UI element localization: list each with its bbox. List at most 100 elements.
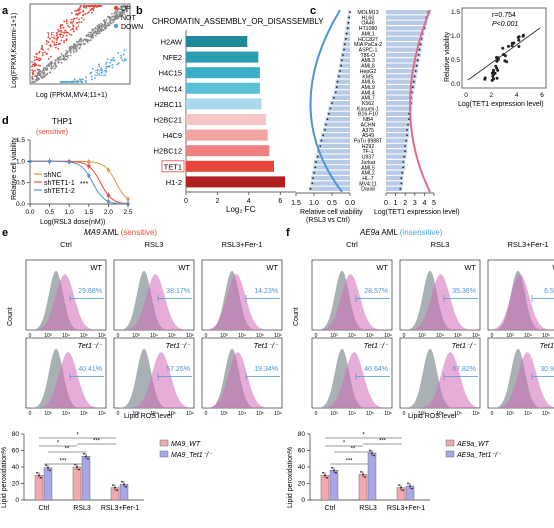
up-dot [41,45,43,47]
up-dot [86,12,89,15]
treated-histogram [314,352,390,408]
not-dot [90,35,93,38]
down-dot [123,59,126,62]
viability-bar [328,106,350,111]
tick-label: 60 [298,448,306,455]
gene-bar [186,114,267,125]
expression-bar [386,159,406,165]
flow-tick-label: 0 [117,333,120,339]
up-dot [68,33,71,36]
down-dot [90,71,93,74]
treated-histogram [402,274,478,330]
not-dot [42,73,44,76]
point [314,166,317,169]
not-dot [107,16,109,18]
down-dot [104,70,107,73]
up-dot [63,31,66,34]
viability-bar [332,95,350,100]
tick-label: 1.5 [16,137,25,144]
not-dot [44,67,46,69]
point [417,54,420,56]
expression-bar [386,10,431,15]
not-dot [96,30,99,32]
not-dot [109,21,111,23]
regression-line [467,27,541,81]
up-dot [70,34,73,36]
not-dot [105,18,108,21]
flow-tick-label: 10⁴ [62,333,70,339]
tick-label: 80 [12,431,20,438]
panel-d-title: THP1 [52,117,73,126]
up-dot [55,39,58,41]
flow-column-label: Ctrl [346,240,358,249]
up-dot [44,51,46,54]
not-dot [98,32,101,34]
flow-tick-label: 10⁵ [168,411,176,417]
point [345,38,347,40]
scatter-ylabel: Relative viability [444,31,451,82]
panel-b: b CHROMATIN_ASSEMBLY_OR_DISASSEMBLY H2AW… [136,5,324,214]
legend-ko: AE9a_Tet1⁻/⁻ [456,452,502,459]
up-dot [37,68,39,71]
value-bar [34,475,44,501]
up-dot [99,5,102,7]
not-dot [125,7,128,10]
up-dot [75,28,78,31]
down-dot [120,57,123,59]
flow-tick-label: 10⁵ [256,333,264,339]
not-dot [109,18,112,21]
up-dot [67,25,69,27]
viability-bar [334,84,350,90]
gene-bar [186,82,260,94]
point [309,187,312,190]
flow-tick-label: 10³ [220,333,228,339]
not-dot [96,32,98,35]
panel-f-title-italic: AE9a [359,228,380,237]
not-dot [117,9,119,12]
viability-bar [321,133,350,138]
point [315,161,317,163]
not-dot [90,33,92,36]
not-dot [36,76,38,79]
genotype-label: WT [464,263,476,272]
flow-tick-label: 10³ [330,411,338,417]
up-dot [67,32,69,34]
expression-bar [386,111,411,116]
not-dot [104,23,106,26]
up-dot [39,58,42,61]
up-dot [91,5,94,7]
not-dot [69,50,71,52]
flow-tick-label: 10⁶ [98,411,106,417]
gene-label: H2BC11 [154,100,182,109]
tick-label: 0 [464,92,468,99]
down-dot [120,54,122,57]
viability-bar [342,47,350,52]
tick-label: 1.0 [65,209,74,216]
not-dot [111,13,113,15]
tick-label: 60 [12,448,20,455]
expression-bar [386,127,409,133]
gene-label: NFE2 [163,53,182,62]
panel-a: a 1516 332 UP NOT DOWN Log(FPKM,Kasumi-1… [2,3,143,99]
panel-d-ticks: 0.0 0.5 1.0 1.5 2.0 2.5 0.0 0.5 1.0 1.5 [16,137,133,216]
not-dot [77,44,80,46]
point [334,91,337,94]
cell-line-label: AML9 [361,85,375,91]
expression-bar [386,143,408,149]
up-dot [42,54,44,57]
not-dot [79,40,81,43]
legend-up-dot [113,5,119,11]
flow-tick-label: 10⁴ [150,333,158,339]
flow-tick-label: 10⁵ [80,411,88,417]
legend-down: DOWN [121,24,143,31]
viability-bar [314,159,350,165]
flow-tick-label: 10⁶ [472,411,480,417]
not-dot [43,75,46,78]
gate-percentage: 40.64% [364,366,388,373]
replicate-dot [411,487,413,490]
cell-line-label: Daudi [361,187,375,193]
expression-bar [386,74,417,79]
up-dot [61,24,64,26]
gate-percentage: 28.57% [364,288,388,295]
tick-label: 0.0 [451,81,460,88]
